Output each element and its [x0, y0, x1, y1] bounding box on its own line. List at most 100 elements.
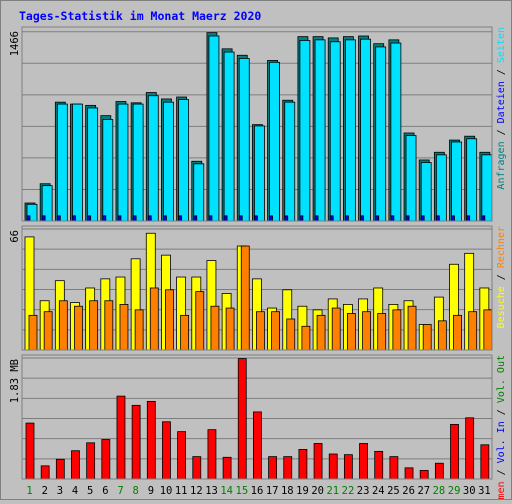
- bar-seiten-day-6: [102, 119, 114, 222]
- bar-rechner-day-27: [422, 324, 432, 351]
- bar-rechner-day-20: [316, 314, 326, 351]
- bar-dateien-day-27: [420, 215, 425, 222]
- bar-dateien-day-13: [208, 215, 213, 222]
- bar-rechner-day-22: [346, 313, 356, 351]
- bar-rechner-day-23: [362, 311, 371, 351]
- bar-dateien-day-3: [56, 215, 61, 222]
- bar-dateien-day-8: [132, 215, 137, 222]
- bar-volumen-day-22: [343, 454, 353, 480]
- legend-entry: Volumen: [496, 481, 507, 499]
- bar-rechner-day-3: [58, 300, 68, 351]
- legend-entry: /: [496, 123, 507, 141]
- legend-entry: Rechner: [496, 226, 507, 268]
- x-tick-label: 18: [281, 485, 294, 497]
- x-tick-label: 17: [266, 485, 279, 497]
- bar-seiten-day-23: [360, 38, 371, 222]
- bar-seiten-day-12: [193, 163, 205, 222]
- bar-seiten-day-21: [329, 41, 341, 222]
- x-tick-label: 27: [417, 485, 430, 497]
- bar-dateien-day-30: [466, 215, 471, 222]
- bar-rechner-day-10: [165, 289, 174, 351]
- bar-volumen-day-18: [283, 456, 293, 480]
- bar-rechner-day-6: [104, 300, 114, 351]
- bar-seiten-day-8: [132, 103, 144, 222]
- bar-rechner-day-4: [74, 305, 83, 351]
- legend-entry: /: [496, 268, 507, 286]
- bar-dateien-day-6: [102, 215, 107, 222]
- bar-volumen-day-13: [207, 429, 217, 480]
- x-tick-label: 20: [311, 485, 324, 497]
- legend-entry: Dateien: [496, 81, 507, 123]
- bar-dateien-day-15: [238, 215, 243, 222]
- bar-dateien-day-21: [329, 215, 334, 222]
- x-tick-label: 15: [236, 485, 249, 497]
- bar-rechner-day-31: [483, 309, 493, 351]
- bar-seiten-day-5: [87, 107, 99, 222]
- bar-volumen-day-4: [71, 450, 80, 480]
- x-tick-label: 13: [205, 485, 218, 497]
- bar-dateien-day-16: [254, 215, 258, 222]
- bar-dateien-day-26: [405, 215, 410, 222]
- bar-rechner-day-7: [119, 303, 129, 351]
- legend-entry: Vol. In: [496, 421, 507, 463]
- bar-seiten-day-26: [405, 135, 417, 222]
- bar-volumen-day-23: [359, 443, 368, 480]
- legend-entry: /: [496, 403, 507, 421]
- bar-dateien-day-14: [223, 215, 228, 222]
- bar-dateien-day-7: [117, 215, 122, 222]
- bar-rechner-day-18: [286, 318, 296, 351]
- bar-seiten-day-24: [375, 46, 387, 222]
- bar-rechner-day-26: [407, 305, 417, 351]
- x-tick-label: 28: [433, 485, 446, 497]
- x-tick-label: 12: [190, 485, 203, 497]
- x-tick-label: 6: [102, 485, 108, 497]
- bar-rechner-day-11: [180, 314, 190, 351]
- x-tick-label: 31: [478, 485, 491, 497]
- bar-rechner-day-16: [256, 311, 265, 351]
- bar-dateien-day-9: [147, 215, 152, 222]
- legend-entry: Vol. Out: [496, 355, 507, 403]
- bar-rechner-day-5: [89, 300, 99, 351]
- x-tick-label: 14: [220, 485, 233, 497]
- x-tick-label: 5: [87, 485, 93, 497]
- x-tick-label: 26: [402, 485, 415, 497]
- bar-rechner-day-1: [28, 314, 38, 351]
- bar-volumen-day-8: [131, 404, 141, 480]
- bar-volumen-day-25: [389, 456, 399, 480]
- bar-volumen-day-11: [177, 431, 187, 480]
- bar-dateien-day-29: [451, 215, 455, 222]
- bar-seiten-day-25: [390, 42, 402, 222]
- panel-frame: [21, 26, 493, 222]
- bar-volumen-day-24: [374, 450, 384, 480]
- x-tick-label: 4: [72, 485, 78, 497]
- bar-rechner-day-12: [195, 291, 205, 351]
- y-max-label: 1466: [9, 31, 21, 56]
- x-tick-label: 21: [326, 485, 339, 497]
- legend-bottom: Volumen / Vol. In / Vol. Out: [496, 355, 507, 499]
- bar-dateien-day-2: [41, 215, 46, 222]
- bar-seiten-day-18: [284, 101, 296, 222]
- bar-seiten-day-13: [208, 35, 220, 222]
- bar-seiten-day-16: [254, 125, 265, 222]
- bar-dateien-day-1: [26, 215, 31, 222]
- bar-rechner-day-15: [240, 245, 250, 351]
- bar-seiten-day-15: [238, 58, 250, 222]
- bar-dateien-day-10: [163, 215, 167, 222]
- bar-dateien-day-4: [72, 215, 76, 222]
- y-max-label: 66: [9, 230, 21, 243]
- bar-dateien-day-23: [360, 215, 364, 222]
- x-tick-label: 2: [42, 485, 48, 497]
- legend-entry: Besuche: [496, 286, 507, 328]
- bar-dateien-day-18: [284, 215, 289, 222]
- bar-volumen-day-20: [313, 443, 323, 480]
- chart-title: Tages-Statistik im Monat Maerz 2020: [19, 9, 261, 23]
- legend-top: Anfragen / Dateien / Seiten: [496, 27, 507, 190]
- x-tick-label: 8: [133, 485, 139, 497]
- bar-rechner-day-29: [453, 314, 462, 351]
- bar-dateien-day-11: [178, 215, 183, 222]
- bar-dateien-day-17: [269, 215, 273, 222]
- bar-volumen-day-30: [465, 417, 475, 480]
- bar-seiten-day-10: [163, 101, 174, 222]
- bar-rechner-day-17: [271, 311, 280, 351]
